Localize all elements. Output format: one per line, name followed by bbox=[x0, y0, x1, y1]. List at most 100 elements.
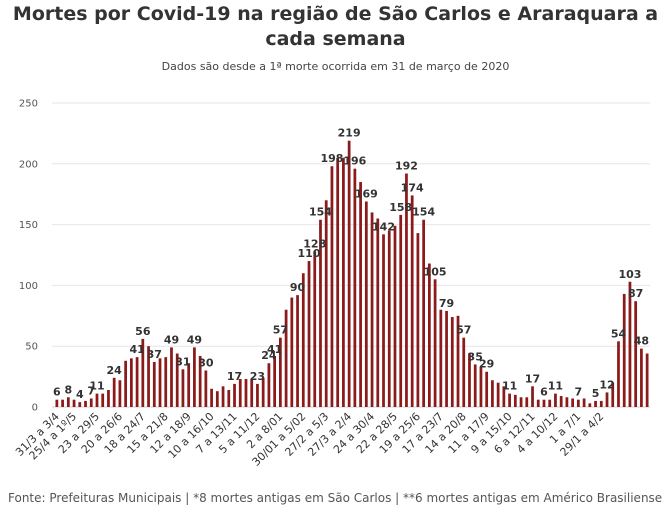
bar bbox=[324, 200, 328, 407]
y-tick-label: 250 bbox=[19, 99, 38, 110]
bar bbox=[170, 347, 173, 407]
bar bbox=[278, 337, 282, 407]
bar bbox=[135, 357, 139, 407]
bar bbox=[267, 363, 271, 407]
bar bbox=[519, 397, 523, 407]
bar bbox=[508, 393, 511, 407]
bar bbox=[284, 309, 288, 407]
data-label: 196 bbox=[343, 155, 366, 168]
bar bbox=[112, 377, 116, 407]
bar bbox=[645, 353, 649, 407]
data-label: 8 bbox=[65, 383, 73, 396]
bar bbox=[617, 341, 620, 407]
bar bbox=[450, 317, 454, 407]
bar bbox=[141, 338, 145, 407]
data-label: 6 bbox=[540, 386, 548, 399]
bar bbox=[118, 380, 122, 407]
data-label: 11 bbox=[89, 380, 104, 393]
bar bbox=[576, 399, 580, 407]
data-label: 49 bbox=[164, 333, 179, 346]
bar bbox=[445, 310, 448, 407]
bar bbox=[107, 389, 110, 407]
bar bbox=[84, 400, 87, 407]
data-label: 174 bbox=[401, 181, 424, 194]
bar bbox=[78, 402, 82, 407]
data-label: 57 bbox=[456, 324, 471, 337]
bar bbox=[462, 337, 466, 407]
bar bbox=[491, 380, 494, 407]
bar bbox=[640, 348, 643, 407]
data-label: 11 bbox=[548, 380, 563, 393]
chart-title: Mortes por Covid-19 na região de São Car… bbox=[12, 3, 659, 50]
data-label: 154 bbox=[412, 206, 435, 219]
source-footer: Fonte: Prefeituras Municipais | *8 morte… bbox=[8, 491, 663, 505]
bar bbox=[221, 386, 225, 407]
bar bbox=[89, 398, 93, 407]
bar bbox=[571, 398, 575, 407]
data-label: 7 bbox=[87, 384, 95, 397]
data-label: 110 bbox=[298, 247, 321, 260]
bar bbox=[582, 398, 586, 407]
data-label: 54 bbox=[611, 327, 627, 340]
data-label: 17 bbox=[227, 370, 242, 383]
bar bbox=[594, 400, 597, 407]
bar bbox=[634, 301, 638, 407]
bar bbox=[473, 364, 477, 407]
bar bbox=[55, 399, 59, 407]
bar bbox=[359, 182, 362, 407]
data-label: 90 bbox=[290, 281, 306, 294]
bar bbox=[468, 353, 471, 407]
data-label: 57 bbox=[273, 324, 288, 337]
bar bbox=[244, 379, 248, 407]
bar bbox=[353, 168, 357, 407]
bar bbox=[479, 366, 483, 407]
data-label: 35 bbox=[468, 350, 483, 363]
bar bbox=[261, 377, 265, 407]
bar bbox=[193, 347, 196, 407]
bar bbox=[227, 389, 231, 407]
bar bbox=[129, 358, 133, 407]
bar bbox=[405, 173, 408, 407]
data-label: 23 bbox=[250, 370, 265, 383]
bar bbox=[485, 371, 489, 407]
data-label: 7 bbox=[575, 386, 583, 399]
data-label: 87 bbox=[628, 287, 643, 300]
bar bbox=[61, 399, 64, 407]
data-label: 219 bbox=[338, 127, 361, 140]
bar bbox=[124, 360, 128, 407]
bar bbox=[628, 281, 632, 407]
bar bbox=[382, 234, 385, 407]
bar bbox=[198, 355, 202, 407]
bar bbox=[238, 379, 242, 407]
bar bbox=[307, 261, 311, 407]
bar bbox=[622, 293, 626, 407]
bar bbox=[152, 362, 156, 407]
bar bbox=[399, 214, 403, 407]
bar bbox=[296, 295, 299, 407]
bar bbox=[256, 383, 259, 407]
bar bbox=[319, 219, 322, 407]
bar bbox=[433, 279, 437, 407]
bar bbox=[204, 370, 208, 407]
bar bbox=[502, 386, 506, 407]
bar bbox=[101, 393, 105, 407]
bar bbox=[554, 393, 557, 407]
bar bbox=[181, 369, 185, 407]
data-label: 4 bbox=[76, 388, 84, 401]
bar bbox=[301, 273, 305, 407]
bar bbox=[525, 397, 529, 407]
bar bbox=[95, 393, 99, 407]
bar bbox=[559, 396, 563, 407]
bar bbox=[370, 212, 374, 407]
bar bbox=[416, 233, 420, 407]
bar bbox=[158, 358, 162, 407]
bar bbox=[175, 353, 179, 407]
data-label: 158 bbox=[389, 201, 412, 214]
bar bbox=[72, 399, 76, 407]
bar bbox=[66, 397, 70, 407]
data-label: 154 bbox=[309, 206, 332, 219]
bar bbox=[364, 201, 368, 407]
data-label: 192 bbox=[395, 160, 418, 173]
bar bbox=[565, 397, 569, 407]
